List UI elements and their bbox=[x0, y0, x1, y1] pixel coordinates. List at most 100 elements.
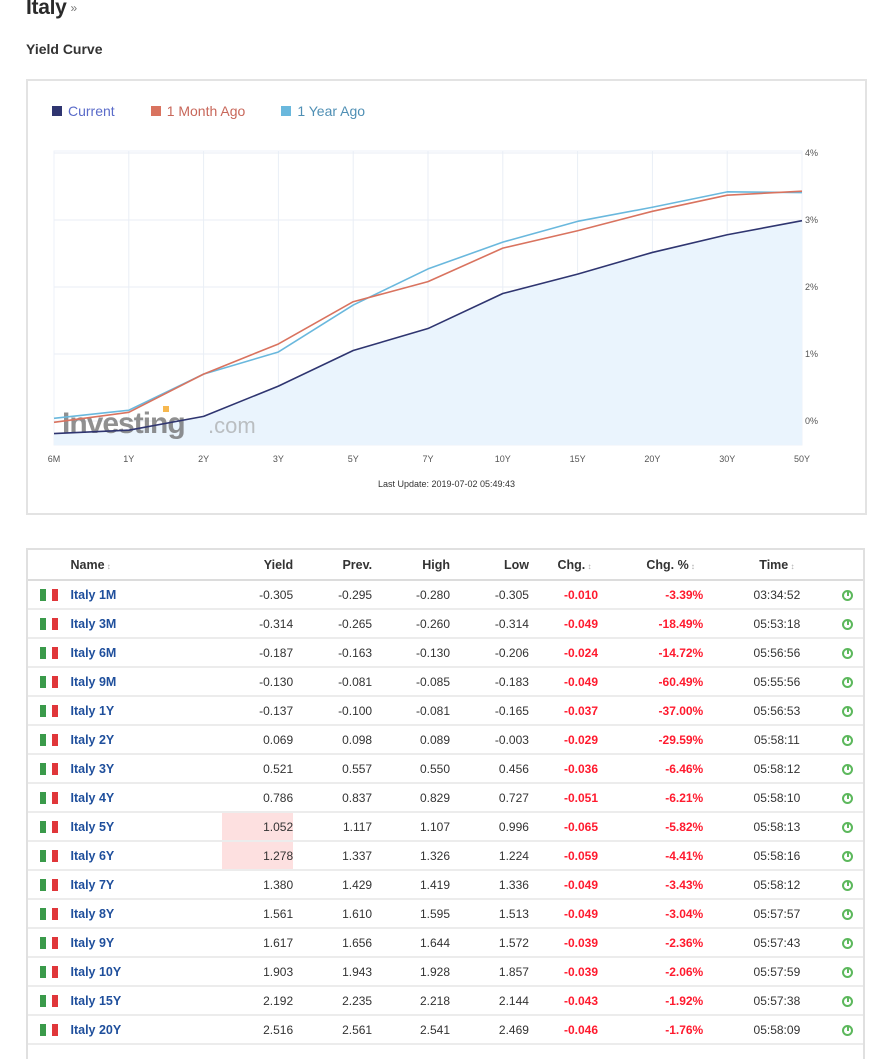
header-yield[interactable]: Yield bbox=[222, 550, 294, 581]
low-cell: -0.314 bbox=[450, 609, 529, 639]
bond-name-cell[interactable]: Italy 4Y bbox=[70, 783, 223, 813]
clock-icon bbox=[842, 1024, 854, 1036]
legend-item-1-year-ago[interactable]: 1 Year Ago bbox=[281, 103, 365, 119]
clock-icon bbox=[842, 763, 854, 775]
header-chg[interactable]: Chg. bbox=[528, 550, 621, 581]
time-cell: 05:56:53 bbox=[721, 696, 833, 726]
flag-cell bbox=[28, 899, 71, 929]
bond-name-link[interactable]: Italy 5Y bbox=[70, 819, 115, 834]
flag-cell bbox=[28, 725, 71, 755]
bond-name-link[interactable]: Italy 4Y bbox=[70, 790, 115, 805]
italy-flag-icon bbox=[40, 676, 58, 689]
yield-cell: 1.561 bbox=[222, 899, 294, 929]
yield-cell: 1.052 bbox=[222, 812, 294, 842]
chg-cell: -0.049 bbox=[528, 609, 621, 639]
chg-pct-cell: -29.59% bbox=[620, 725, 722, 755]
bond-name-cell[interactable]: Italy 1M bbox=[70, 580, 223, 610]
status-cell bbox=[832, 754, 863, 784]
italy-flag-icon bbox=[40, 705, 58, 718]
high-cell: 1.419 bbox=[372, 870, 451, 900]
time-cell: 05:58:16 bbox=[721, 841, 833, 871]
bond-name-cell[interactable]: Italy 20Y bbox=[70, 1015, 223, 1045]
svg-text:15Y: 15Y bbox=[570, 454, 586, 464]
bond-name-cell[interactable]: Italy 2Y bbox=[70, 725, 223, 755]
bond-name-cell[interactable]: Italy 6Y bbox=[70, 841, 223, 871]
page-title-text[interactable]: Italy bbox=[26, 0, 67, 19]
bond-name-link[interactable]: Italy 1M bbox=[70, 587, 117, 602]
high-cell: 0.829 bbox=[372, 783, 451, 813]
prev-cell: 1.117 bbox=[293, 812, 373, 842]
bond-name-cell[interactable]: Italy 9M bbox=[70, 667, 223, 697]
clock-icon bbox=[842, 792, 854, 804]
time-cell: 05:56:56 bbox=[721, 638, 833, 668]
table-row: Italy 8Y 1.561 1.610 1.595 1.513 -0.049 -3.04%… bbox=[28, 899, 863, 929]
header-low[interactable]: Low bbox=[450, 550, 529, 581]
bond-name-link[interactable]: Italy 10Y bbox=[70, 964, 122, 979]
italy-flag-icon bbox=[40, 589, 58, 602]
bond-name-link[interactable]: Italy 9M bbox=[70, 674, 117, 689]
bond-name-link[interactable]: Italy 2Y bbox=[70, 732, 115, 747]
flag-cell bbox=[28, 783, 71, 813]
high-cell: 1.326 bbox=[372, 841, 451, 871]
high-cell: 1.928 bbox=[372, 957, 451, 987]
chg-cell: -0.065 bbox=[528, 812, 621, 842]
bond-name-cell[interactable]: Italy 7Y bbox=[70, 870, 223, 900]
bond-name-link[interactable]: Italy 6Y bbox=[70, 848, 115, 863]
header-high[interactable]: High bbox=[372, 550, 451, 581]
bond-name-link[interactable]: Italy 3M bbox=[70, 616, 117, 631]
bond-name-cell[interactable]: Italy 3Y bbox=[70, 754, 223, 784]
legend-item-1-month-ago[interactable]: 1 Month Ago bbox=[150, 103, 245, 119]
time-cell: 05:57:57 bbox=[721, 899, 833, 929]
bond-name-cell[interactable]: Italy 5Y bbox=[70, 812, 223, 842]
section-title: Yield Curve bbox=[26, 41, 103, 57]
chg-pct-cell: -1.76% bbox=[620, 1015, 722, 1045]
bond-name-cell[interactable]: Italy 9Y bbox=[70, 928, 223, 958]
high-cell: 2.218 bbox=[372, 986, 451, 1016]
last-update-label: Last Update: 2019-07-02 05:49:43 bbox=[377, 479, 516, 489]
bond-name-cell[interactable]: Italy 15Y bbox=[70, 986, 223, 1016]
status-cell bbox=[832, 783, 863, 813]
italy-flag-icon bbox=[40, 734, 58, 747]
bond-name-link[interactable]: Italy 15Y bbox=[70, 993, 122, 1008]
chg-pct-cell: -3.04% bbox=[620, 899, 722, 929]
time-cell: 05:58:09 bbox=[721, 1015, 833, 1045]
bond-name-link[interactable]: Italy 20Y bbox=[70, 1022, 122, 1037]
bond-name-cell[interactable]: Italy 1Y bbox=[70, 696, 223, 726]
table-row: Italy 1Y -0.137 -0.100 -0.081 -0.165 -0.037 -3… bbox=[28, 696, 863, 726]
high-cell: 0.089 bbox=[372, 725, 451, 755]
bond-name-cell[interactable]: Italy 8Y bbox=[70, 899, 223, 929]
bond-name-link[interactable]: Italy 3Y bbox=[70, 761, 115, 776]
header-chg-pct[interactable]: Chg. % bbox=[620, 550, 722, 581]
svg-text:6M: 6M bbox=[48, 454, 61, 464]
time-cell: 03:34:52 bbox=[721, 580, 833, 610]
time-cell: 05:53:18 bbox=[721, 609, 833, 639]
table-row: Italy 15Y 2.192 2.235 2.218 2.144 -0.043 -1.92… bbox=[28, 986, 863, 1016]
low-cell: -0.165 bbox=[450, 696, 529, 726]
chg-cell: -0.010 bbox=[528, 580, 621, 610]
page-title[interactable]: Italy» bbox=[26, 0, 77, 20]
bond-name-link[interactable]: Italy 6M bbox=[70, 645, 117, 660]
prev-cell: 1.429 bbox=[293, 870, 373, 900]
status-cell bbox=[832, 667, 863, 697]
time-cell: 05:58:12 bbox=[721, 754, 833, 784]
header-name[interactable]: Name bbox=[70, 550, 223, 581]
table-row: Italy 9M -0.130 -0.081 -0.085 -0.183 -0.049 -6… bbox=[28, 667, 863, 697]
bond-name-cell[interactable]: Italy 10Y bbox=[70, 957, 223, 987]
bond-name-cell[interactable]: Italy 3M bbox=[70, 609, 223, 639]
table-row: Italy 4Y 0.786 0.837 0.829 0.727 -0.051 -6.21%… bbox=[28, 783, 863, 813]
chg-pct-cell: -18.49% bbox=[620, 609, 722, 639]
legend-swatch-icon bbox=[52, 106, 62, 116]
bond-name-link[interactable]: Italy 8Y bbox=[70, 906, 115, 921]
low-cell: 0.727 bbox=[450, 783, 529, 813]
chg-cell: -0.059 bbox=[528, 841, 621, 871]
header-prev[interactable]: Prev. bbox=[293, 550, 373, 581]
header-time[interactable]: Time bbox=[721, 550, 833, 581]
bond-name-link[interactable]: Italy 9Y bbox=[70, 935, 115, 950]
bond-name-link[interactable]: Italy 1Y bbox=[70, 703, 115, 718]
legend-item-current[interactable]: Current bbox=[52, 103, 115, 119]
yield-cell: 1.903 bbox=[222, 957, 294, 987]
time-cell: 05:57:43 bbox=[721, 928, 833, 958]
high-cell: 1.595 bbox=[372, 899, 451, 929]
bond-name-link[interactable]: Italy 7Y bbox=[70, 877, 115, 892]
bond-name-cell[interactable]: Italy 6M bbox=[70, 638, 223, 668]
